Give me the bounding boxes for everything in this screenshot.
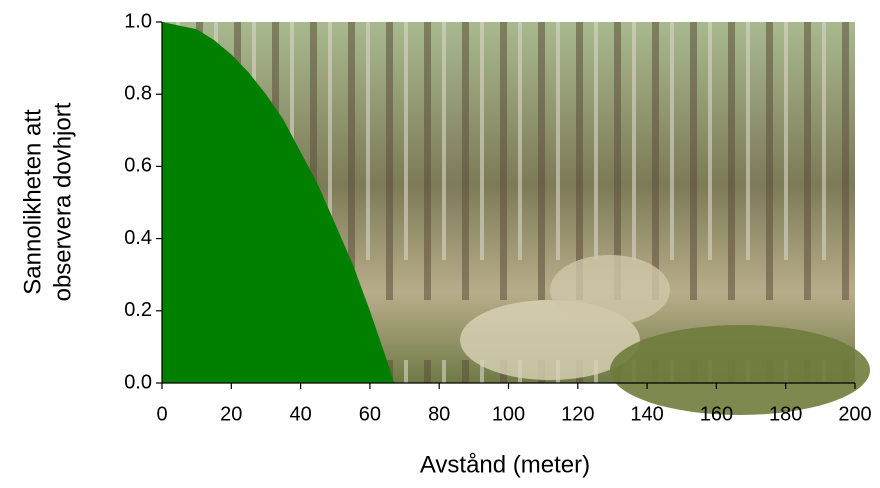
y-tick-label: 0.2 [124,299,152,321]
x-tick-label: 20 [220,403,242,425]
x-tick-label: 120 [561,403,594,425]
y-tick-label: 0.6 [124,155,152,177]
y-tick-label: 0.8 [124,82,152,104]
x-tick-label: 160 [700,403,733,425]
y-tick-label: 1.0 [124,10,152,32]
x-tick-label: 100 [492,403,525,425]
y-tick-label: 0.0 [124,371,152,393]
y-axis-label: Sannolikheten att [19,109,46,295]
x-tick-label: 140 [630,403,663,425]
x-tick-label: 40 [289,403,311,425]
x-tick-label: 0 [156,403,167,425]
x-tick-label: 200 [838,403,871,425]
x-tick-label: 60 [359,403,381,425]
y-axis-label: observera dovhjort [49,102,76,301]
x-axis-label: Avstånd (meter) [420,451,590,478]
chart: 0.0 0.2 0.4 0.6 0.8 1.0 0 20 40 60 80 100 120 140 160 1… [0,0,880,488]
x-tick-label: 80 [428,403,450,425]
y-tick-label: 0.4 [124,227,152,249]
x-tick-label: 180 [769,403,802,425]
